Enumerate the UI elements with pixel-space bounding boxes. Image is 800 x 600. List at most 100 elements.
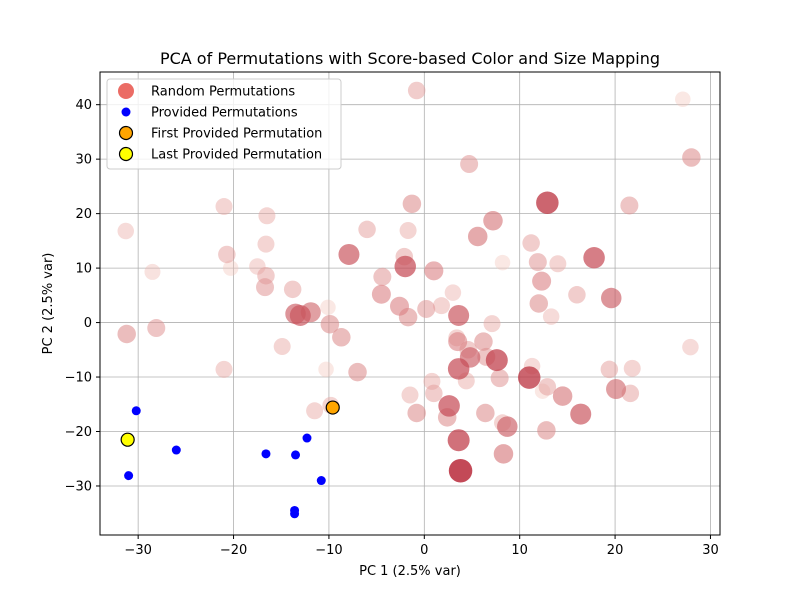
legend-label: Last Provided Permutation: [151, 148, 322, 163]
random-permutation-point: [218, 245, 236, 264]
random-permutation-point: [675, 91, 691, 107]
random-permutation-point: [407, 81, 426, 100]
random-permutation-point: [620, 196, 639, 215]
legend-marker-random: [118, 83, 134, 99]
random-permutation-point: [273, 338, 291, 356]
provided-permutation-point: [302, 433, 312, 443]
provided-permutation-point: [131, 406, 141, 416]
random-permutation-point: [256, 278, 275, 297]
random-permutation-point: [538, 378, 557, 396]
random-permutation-point: [483, 210, 503, 231]
random-permutation-point: [318, 361, 334, 378]
random-permutation-point: [623, 359, 641, 377]
random-permutation-point: [394, 255, 416, 278]
random-permutation-point: [483, 315, 501, 333]
x-tick-label: −10: [315, 543, 342, 558]
random-permutation-point: [497, 416, 518, 437]
y-tick-label: −30: [65, 479, 92, 494]
y-tick-label: −20: [65, 425, 92, 440]
x-tick-label: −30: [124, 543, 151, 558]
provided-permutation-point: [261, 449, 271, 459]
random-permutation-point: [438, 395, 460, 417]
provided-permutation-point: [124, 471, 134, 481]
random-permutation-point: [348, 362, 367, 382]
x-axis: −30 −20 −10 0 10 20 30: [124, 535, 719, 558]
random-permutation-point: [399, 222, 417, 240]
random-permutation-point: [542, 308, 560, 325]
y-tick-label: 0: [84, 316, 92, 331]
legend: Random Permutations Provided Permutations…: [106, 78, 342, 170]
first-provided-permutation-point: [325, 400, 340, 415]
random-permutation-point: [320, 314, 340, 334]
legend-label: First Provided Permutation: [151, 127, 322, 142]
y-tick-label: −10: [65, 371, 92, 386]
random-permutation-point: [568, 286, 586, 304]
legend-marker-highlight: [118, 146, 134, 162]
random-permutation-point: [215, 198, 233, 216]
random-permutation-point: [425, 384, 443, 403]
random-permutation-point: [117, 222, 135, 240]
random-permutation-point: [448, 304, 470, 326]
highlighted-permutations: [120, 400, 340, 447]
x-tick-label: 0: [420, 543, 428, 558]
random-permutation-point: [549, 255, 567, 273]
random-permutation-point: [485, 349, 508, 372]
random-permutation-point: [373, 267, 392, 286]
random-permutation-point: [283, 280, 302, 299]
random-permutation-point: [289, 304, 311, 326]
random-permutation-point: [423, 372, 441, 390]
random-permutation-point: [258, 207, 276, 225]
random-permutation-point: [532, 271, 552, 291]
x-tick-label: 10: [511, 543, 528, 558]
random-permutation-point: [257, 235, 275, 253]
random-permutations-series: [117, 81, 701, 483]
legend-marker-highlight: [118, 125, 134, 141]
y-tick-label: 20: [75, 207, 92, 222]
random-permutation-point: [448, 458, 473, 483]
random-permutation-point: [474, 332, 493, 351]
provided-permutation-point: [316, 476, 326, 486]
random-permutation-point: [222, 260, 239, 276]
random-permutation-point: [600, 360, 619, 379]
plot-frame: [99, 71, 721, 536]
random-permutation-point: [390, 296, 410, 316]
random-permutation-point: [447, 358, 470, 380]
x-axis-label: PC 1 (2.5% var): [359, 564, 461, 579]
x-tick-label: −20: [220, 543, 247, 558]
y-tick-label: 40: [75, 98, 92, 113]
legend-label: Random Permutations: [151, 85, 295, 100]
random-permutation-point: [320, 299, 336, 316]
random-permutation-point: [583, 246, 605, 269]
random-permutation-point: [147, 319, 166, 338]
legend-label: Provided Permutations: [151, 106, 298, 121]
y-tick-label: 10: [75, 262, 92, 277]
random-permutation-point: [338, 243, 360, 265]
random-permutation-point: [682, 338, 699, 356]
y-axis-label: PC 2 (2.5% var): [41, 253, 56, 355]
random-permutation-point: [401, 386, 419, 404]
y-tick-label: 30: [75, 153, 92, 168]
provided-permutations-series: [124, 406, 326, 519]
random-permutation-point: [467, 226, 488, 247]
random-permutation-point: [407, 403, 426, 423]
legend-marker-provided: [121, 107, 131, 117]
last-provided-permutation-point: [120, 432, 135, 447]
random-permutation-point: [371, 284, 391, 304]
random-permutation-point: [215, 360, 233, 378]
provided-permutation-point: [290, 509, 300, 519]
random-permutation-point: [117, 324, 136, 344]
random-permutation-point: [476, 403, 495, 423]
random-permutation-point: [494, 254, 511, 271]
random-permutation-point: [529, 294, 549, 313]
random-permutation-point: [460, 155, 479, 174]
provided-permutation-point: [291, 450, 301, 460]
y-axis: −30 −20 −10 0 10 20 30 40: [65, 98, 100, 494]
random-permutation-point: [490, 369, 509, 388]
random-permutation-point: [306, 402, 324, 420]
random-permutation-point: [424, 261, 444, 281]
random-permutation-point: [536, 191, 559, 214]
random-permutation-point: [144, 263, 161, 280]
x-tick-label: 20: [607, 543, 624, 558]
random-permutation-point: [570, 403, 592, 425]
